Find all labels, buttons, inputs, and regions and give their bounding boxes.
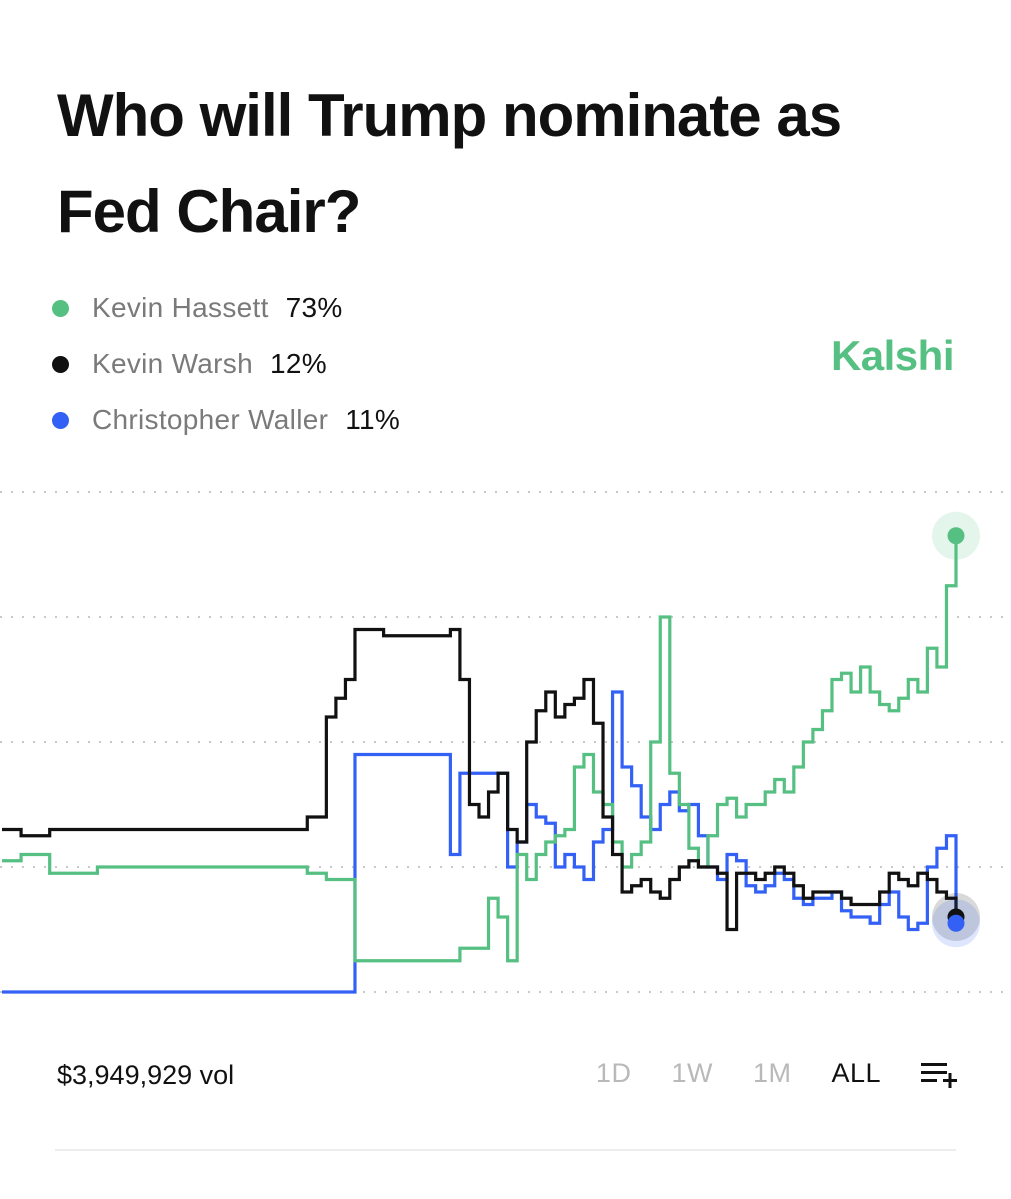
time-range-selector: 1D 1W 1M ALL (556, 1058, 959, 1089)
legend-name: Christopher Waller (92, 404, 329, 435)
end-marker-christopher-waller (947, 914, 965, 932)
divider (55, 1149, 956, 1151)
legend-value: 73% (285, 292, 343, 323)
legend-item-warsh[interactable]: Kevin Warsh 12% (52, 336, 400, 392)
legend-dot-waller (52, 411, 69, 429)
chart-options-icon[interactable] (921, 1059, 959, 1089)
kalshi-logo: Kalshi (830, 332, 955, 379)
volume-label: $3,949,929 vol (57, 1060, 235, 1090)
legend-dot-warsh (52, 355, 69, 373)
series-line-kevin-warsh (2, 627, 958, 932)
legend: Kevin Hassett 73% Kevin Warsh 12% Christ… (52, 280, 400, 448)
legend-value: 11% (345, 404, 401, 435)
range-button-all[interactable]: ALL (831, 1058, 881, 1088)
series-line-kevin-hassett (2, 535, 958, 963)
price-history-chart[interactable] (0, 470, 1011, 1020)
legend-name: Kevin Hassett (92, 292, 269, 323)
range-button-1w[interactable]: 1W (671, 1058, 713, 1088)
chart-svg (0, 491, 1011, 994)
legend-value: 12% (269, 348, 327, 379)
page-title: Who will Trump nominate as Fed Chair? (57, 82, 842, 245)
end-marker-kevin-hassett (947, 527, 965, 545)
series-line-christopher-waller (2, 690, 958, 994)
range-button-1d[interactable]: 1D (595, 1058, 632, 1088)
legend-name: Kevin Warsh (92, 348, 253, 379)
legend-dot-hassett (52, 299, 69, 317)
legend-item-waller[interactable]: Christopher Waller 11% (52, 392, 400, 448)
range-button-1m[interactable]: 1M (752, 1058, 792, 1088)
legend-item-hassett[interactable]: Kevin Hassett 73% (52, 280, 400, 336)
